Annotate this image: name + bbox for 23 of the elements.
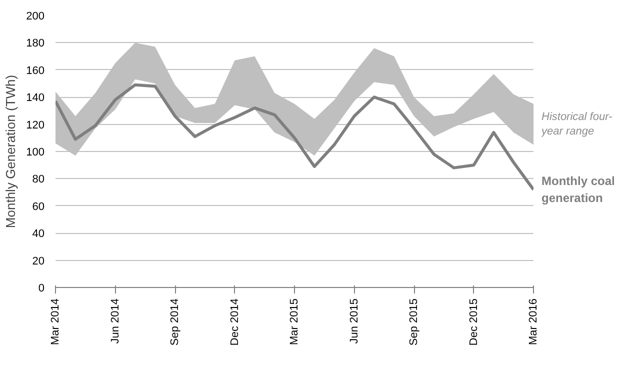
line-series <box>56 83 534 192</box>
x-tick-label: Dec 2014 <box>228 298 241 346</box>
y-tick-label: 60 <box>32 200 45 213</box>
y-tick-label: 80 <box>32 174 45 186</box>
series-label: Monthly coal generation <box>542 174 615 205</box>
y-tick-label: 20 <box>32 255 45 268</box>
y-tick-label: 0 <box>38 282 45 294</box>
y-tick-label: 40 <box>32 228 45 240</box>
x-tick-label: Sep 2015 <box>408 298 420 346</box>
x-tick-label: Mar 2016 <box>528 298 540 345</box>
x-tick-label: Mar 2015 <box>288 298 300 345</box>
y-tick-label: 160 <box>26 64 45 77</box>
x-tick-label: Jun 2014 <box>109 298 122 344</box>
y-axis-title: Monthly Generation (TWh) <box>3 74 18 228</box>
x-tick-label: Jun 2015 <box>348 298 360 344</box>
x-tick-label: Dec 2015 <box>468 298 480 346</box>
y-tick-label: 200 <box>26 10 45 22</box>
y-tick-label: 180 <box>26 38 45 50</box>
y-tick-label: 120 <box>26 119 45 132</box>
y-tick-label: 100 <box>26 146 45 158</box>
x-tick-label: Mar 2014 <box>50 298 62 345</box>
x-tick-label: Sep 2014 <box>169 298 181 346</box>
y-tick-label: 140 <box>26 92 45 104</box>
